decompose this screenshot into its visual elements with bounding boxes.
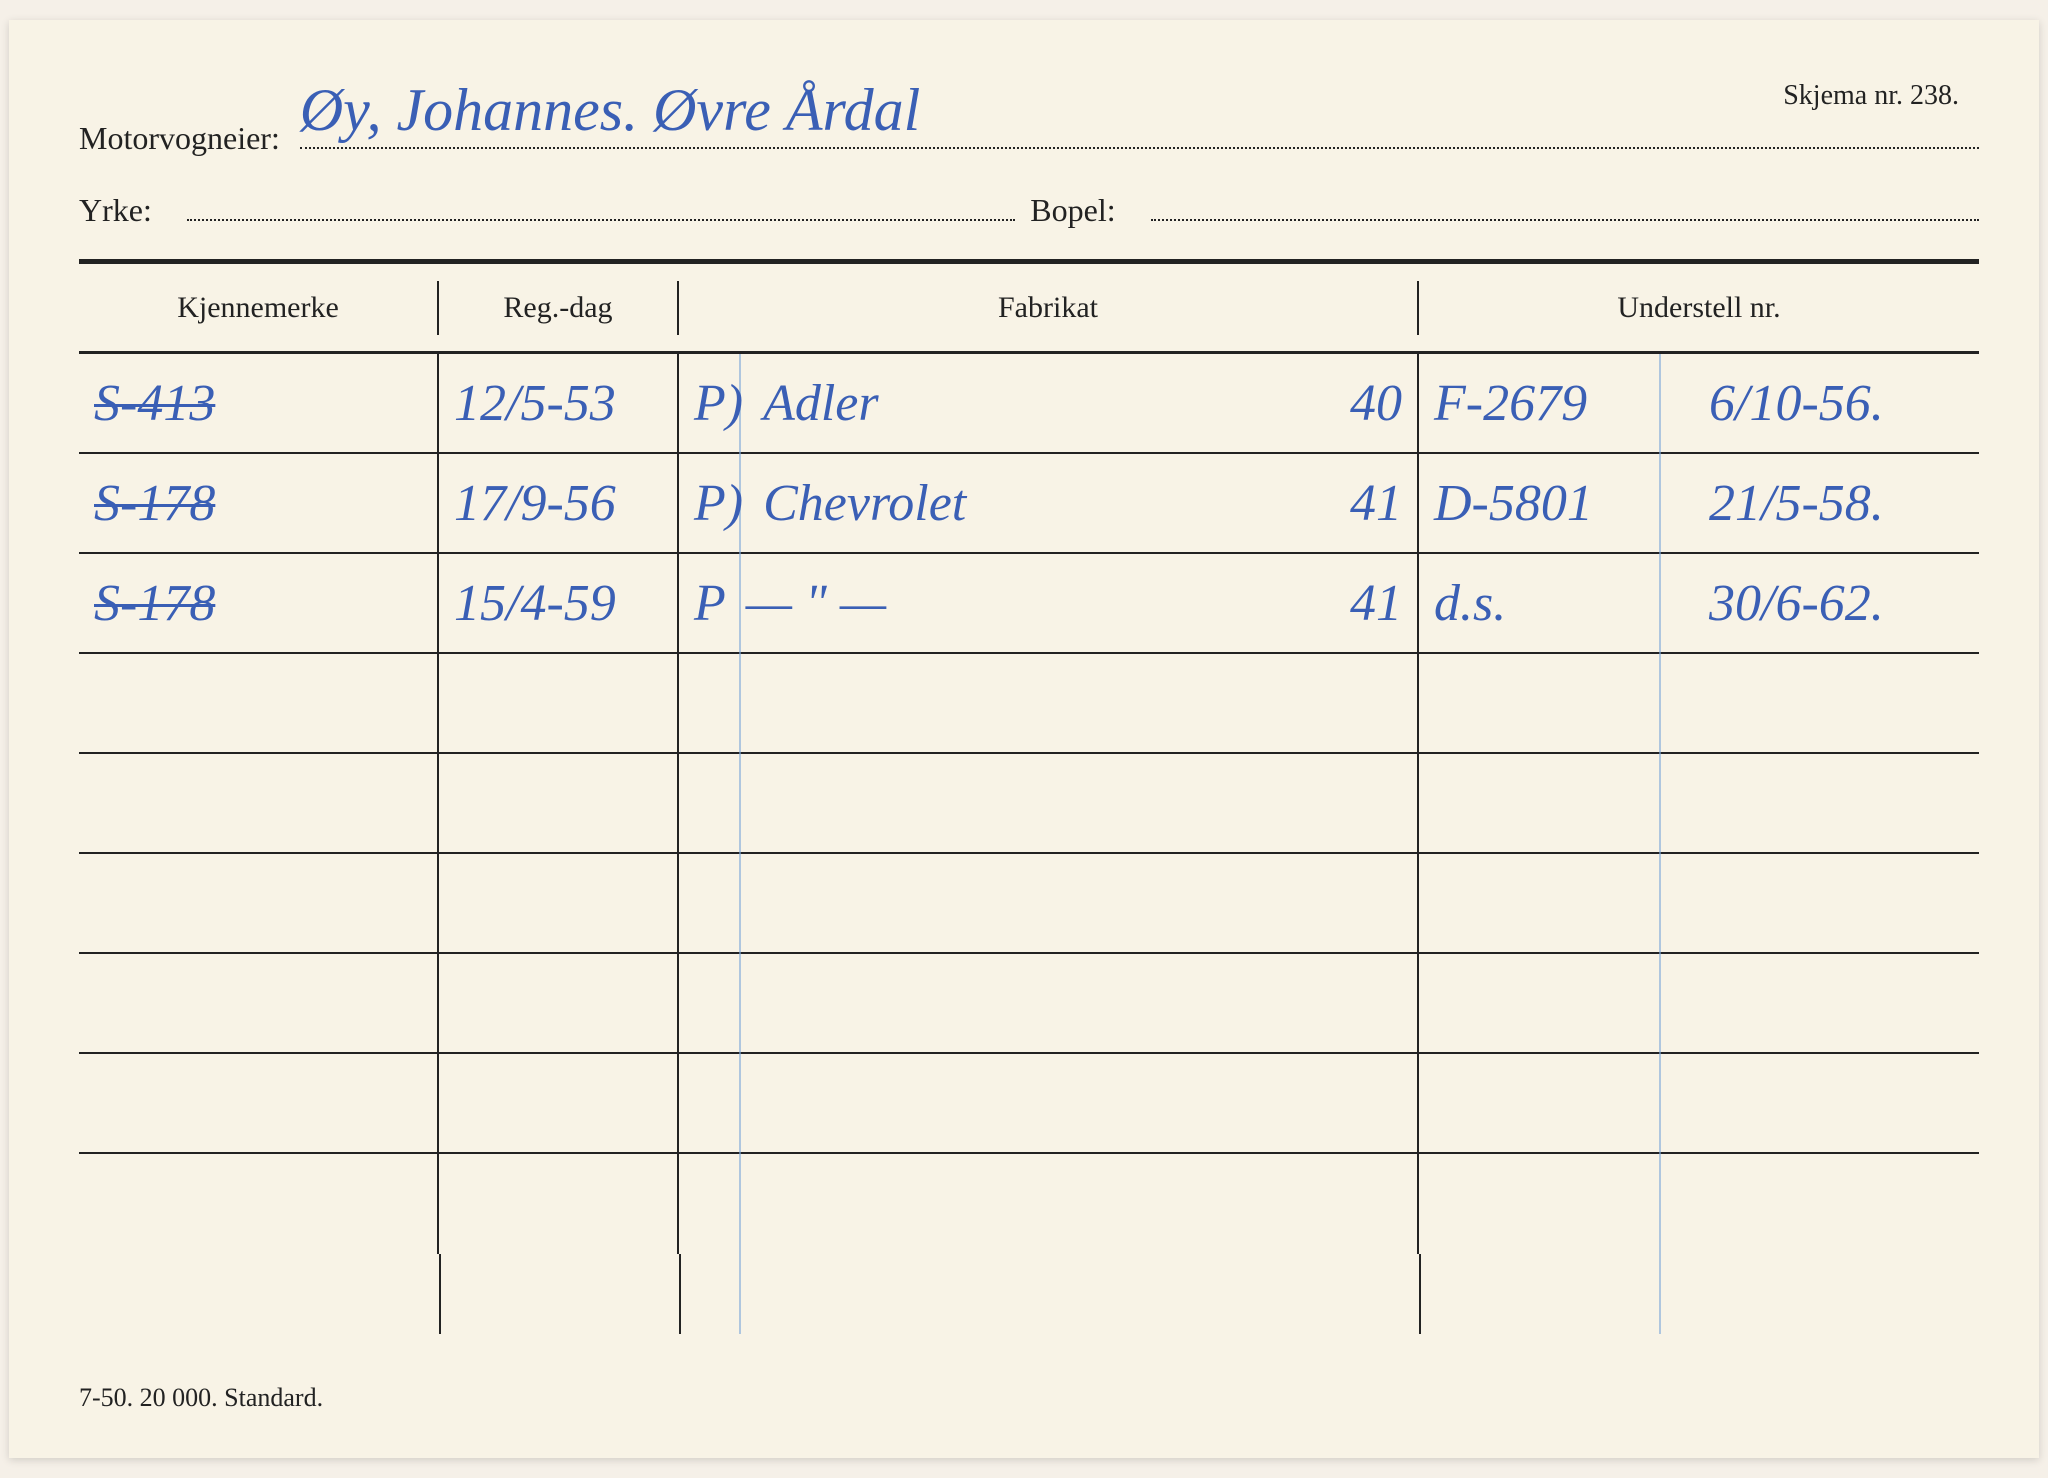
cell-reg-dag: 17/9-56: [439, 454, 679, 552]
cell-empty: [1419, 954, 1979, 1052]
cell-understell: d.s. 30/6-62.: [1419, 554, 1979, 652]
understell-value: d.s.: [1434, 574, 1689, 633]
fabrikat-prefix: P: [694, 574, 726, 633]
cell-empty: [679, 854, 1419, 952]
cell-empty: [79, 1154, 439, 1254]
footer-print-info: 7-50. 20 000. Standard.: [79, 1383, 323, 1413]
cell-empty: [79, 654, 439, 752]
reg-dag-value: 15/4-59: [454, 574, 616, 633]
fabrikat-prefix: P): [694, 474, 743, 533]
cell-empty: [1419, 1154, 1979, 1254]
col-kjennemerke: Kjennemerke: [79, 281, 439, 335]
col-divider-ext: [679, 1254, 681, 1334]
table-body: S-413 12/5-53 P) Adler 40 F-2679 6/10-56…: [79, 354, 1979, 1334]
registration-card: Skjema nr. 238. Motorvogneier: Øy, Johan…: [9, 20, 2039, 1458]
cell-reg-dag: 15/4-59: [439, 554, 679, 652]
table-row-empty: [79, 754, 1979, 854]
cell-kjennemerke: S-178: [79, 454, 439, 552]
owner-label: Motorvogneier:: [79, 120, 280, 157]
understell-value: D-5801: [1434, 474, 1689, 533]
fabrikat-value: — " —: [746, 574, 1350, 633]
col-fabrikat: Fabrikat: [679, 281, 1419, 335]
cell-empty: [679, 654, 1419, 752]
fabrikat-year: 40: [1350, 374, 1402, 433]
form-number: Skjema nr. 238.: [1783, 80, 1959, 112]
table-row-empty: [79, 1154, 1979, 1254]
col-divider-ext: [439, 1254, 441, 1334]
cell-empty: [1419, 754, 1979, 852]
fabrikat-year: 41: [1350, 574, 1402, 633]
col-reg-dag: Reg.-dag: [439, 281, 679, 335]
kjennemerke-value: S-413: [94, 374, 215, 433]
table-row-empty: [79, 954, 1979, 1054]
cell-kjennemerke: S-413: [79, 354, 439, 452]
occupation-line: [187, 205, 1015, 221]
table-row-empty: [79, 1054, 1979, 1154]
col-divider-ext: [1419, 1254, 1421, 1334]
table-row-empty: [79, 854, 1979, 954]
cell-empty: [439, 1154, 679, 1254]
understell-value: F-2679: [1434, 374, 1689, 433]
cell-empty: [79, 854, 439, 952]
cell-empty: [79, 954, 439, 1052]
cell-empty: [679, 754, 1419, 852]
cell-empty: [679, 1154, 1419, 1254]
cell-empty: [439, 954, 679, 1052]
table-row-empty: [79, 654, 1979, 754]
cell-empty: [679, 954, 1419, 1052]
col-understell: Understell nr.: [1419, 281, 1979, 335]
fabrikat-year: 41: [1350, 474, 1402, 533]
reg-dag-value: 17/9-56: [454, 474, 616, 533]
cell-fabrikat: P — " — 41: [679, 554, 1419, 652]
cell-empty: [1419, 654, 1979, 752]
fabrikat-value: Chevrolet: [763, 474, 1350, 533]
understell-date: 30/6-62.: [1709, 574, 1964, 633]
cell-kjennemerke: S-178: [79, 554, 439, 652]
understell-date: 21/5-58.: [1709, 474, 1964, 533]
cell-empty: [439, 1054, 679, 1152]
residence-label: Bopel:: [1030, 192, 1115, 229]
cell-empty: [1419, 1054, 1979, 1152]
table-row: S-178 17/9-56 P) Chevrolet 41 D-5801 21/…: [79, 454, 1979, 554]
cell-empty: [79, 1054, 439, 1152]
understell-date: 6/10-56.: [1709, 374, 1964, 433]
residence-line: [1151, 205, 1979, 221]
cell-empty: [439, 854, 679, 952]
kjennemerke-value: S-178: [94, 474, 215, 533]
reg-dag-value: 12/5-53: [454, 374, 616, 433]
cell-fabrikat: P) Chevrolet 41: [679, 454, 1419, 552]
cell-empty: [439, 654, 679, 752]
owner-row: Motorvogneier: Øy, Johannes. Øvre Årdal: [79, 120, 1979, 157]
vehicle-table: Kjennemerke Reg.-dag Fabrikat Understell…: [79, 259, 1979, 1334]
cell-empty: [79, 754, 439, 852]
kjennemerke-value: S-178: [94, 574, 215, 633]
occupation-residence-row: Yrke: Bopel:: [79, 192, 1979, 229]
table-row: S-178 15/4-59 P — " — 41 d.s. 30/6-62.: [79, 554, 1979, 654]
table-row: S-413 12/5-53 P) Adler 40 F-2679 6/10-56…: [79, 354, 1979, 454]
cell-empty: [679, 1054, 1419, 1152]
cell-understell: F-2679 6/10-56.: [1419, 354, 1979, 452]
owner-line: Øy, Johannes. Øvre Årdal: [300, 133, 1979, 149]
cell-empty: [1419, 854, 1979, 952]
occupation-label: Yrke:: [79, 192, 152, 229]
cell-understell: D-5801 21/5-58.: [1419, 454, 1979, 552]
cell-empty: [439, 754, 679, 852]
cell-reg-dag: 12/5-53: [439, 354, 679, 452]
cell-fabrikat: P) Adler 40: [679, 354, 1419, 452]
table-header-row: Kjennemerke Reg.-dag Fabrikat Understell…: [79, 264, 1979, 354]
fabrikat-value: Adler: [763, 374, 1350, 433]
fabrikat-prefix: P): [694, 374, 743, 433]
owner-handwritten: Øy, Johannes. Øvre Årdal: [300, 76, 920, 145]
